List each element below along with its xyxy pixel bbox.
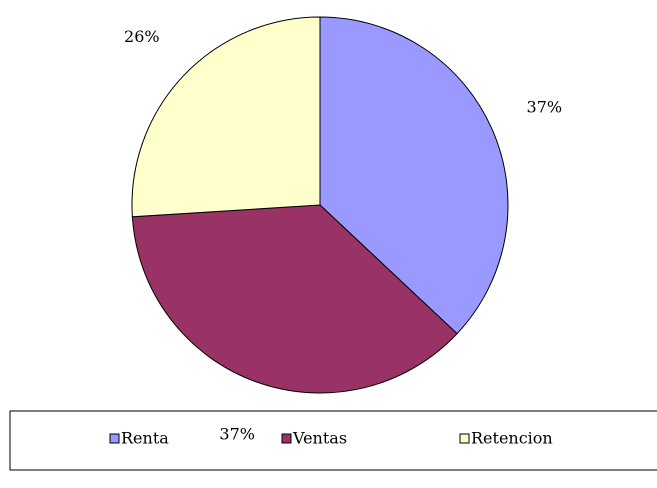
legend-label: Renta: [121, 429, 169, 448]
data-label: 37%: [219, 424, 255, 443]
data-label: 26%: [124, 27, 160, 46]
legend-swatch: [109, 433, 120, 444]
pie-slice: [131, 16, 321, 218]
pie-slice: [131, 204, 458, 394]
legend-swatch: [281, 433, 292, 444]
legend-label: Ventas: [292, 429, 347, 448]
legend-label: Retencion: [471, 429, 553, 448]
pie-slice: [319, 16, 509, 335]
legend-swatch: [459, 433, 470, 444]
data-label: 37%: [527, 97, 563, 116]
